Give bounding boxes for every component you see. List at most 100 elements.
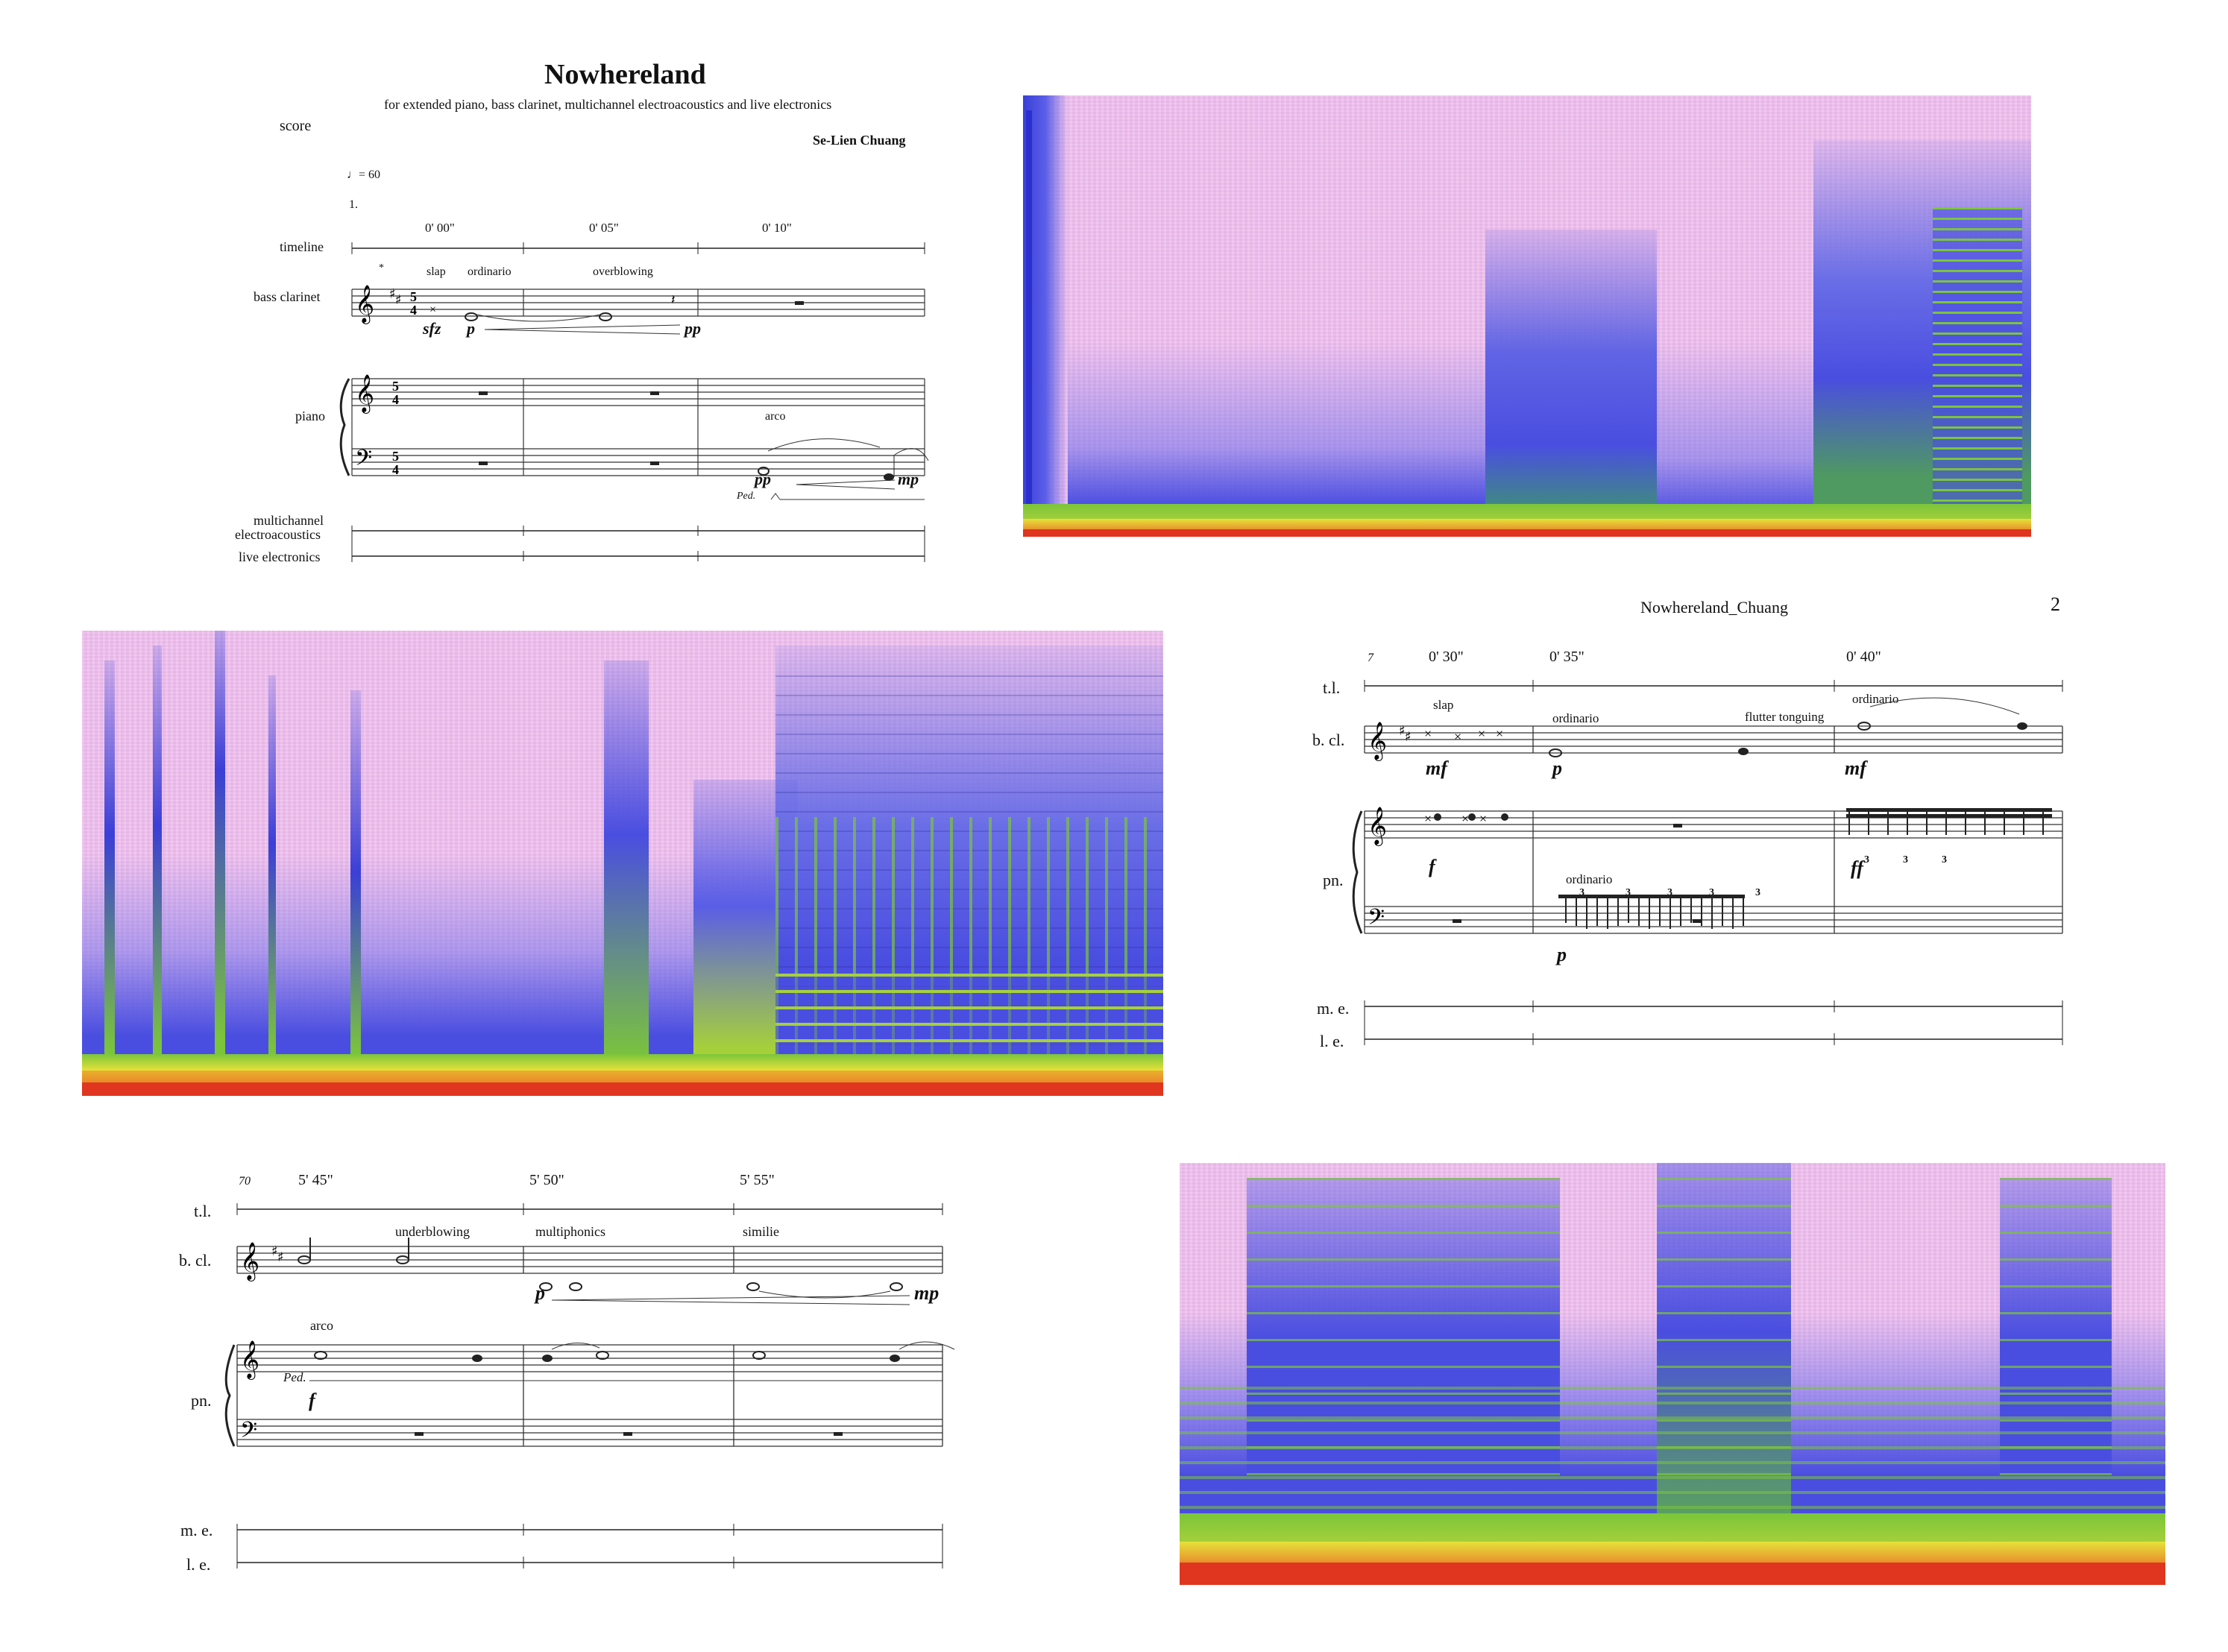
- page2-label-me: m. e.: [1317, 999, 1350, 1018]
- page2-number: 2: [2051, 593, 2060, 615]
- svg-text:𝄢: 𝄢: [355, 446, 372, 476]
- page2-dyn-p-2: p: [1557, 944, 1567, 965]
- technique-ordinario: ordinario: [468, 265, 512, 278]
- dyn-sfz: sfz: [423, 319, 441, 338]
- svg-text:𝄞: 𝄞: [1368, 722, 1387, 761]
- page2-label-le: l. e.: [1320, 1032, 1344, 1050]
- score-page-3: 70 5' 45" 5' 50" 5' 55" t.l. b. cl. pn. …: [179, 1163, 984, 1580]
- score-page-1: Nowhereland for extended piano, bass cla…: [224, 52, 954, 574]
- svg-text:𝄞: 𝄞: [240, 1340, 259, 1380]
- technique-overblowing: overblowing: [593, 265, 653, 278]
- svg-text:×: ×: [1479, 811, 1487, 826]
- page3-dyn-mp: mp: [914, 1282, 940, 1304]
- svg-text:♯: ♯: [277, 1249, 284, 1265]
- page2-label-bcl: b. cl.: [1312, 731, 1345, 749]
- svg-text:𝄞: 𝄞: [1368, 807, 1387, 846]
- label-piano: piano: [295, 409, 325, 423]
- svg-text:5: 5: [392, 379, 399, 394]
- triplet-6: 3: [1864, 854, 1869, 866]
- page3-technique-multiphonics: multiphonics: [535, 1224, 605, 1239]
- svg-text:5: 5: [410, 289, 417, 304]
- svg-text:♯: ♯: [395, 292, 402, 308]
- page2-dyn-p: p: [1552, 757, 1562, 779]
- svg-text:4: 4: [410, 303, 417, 318]
- svg-text:𝄢: 𝄢: [240, 1418, 257, 1448]
- triplet-5: 3: [1755, 887, 1760, 898]
- time-1: 0' 05": [589, 221, 619, 235]
- page2-dyn-f: f: [1429, 856, 1435, 877]
- label-timeline: timeline: [280, 239, 324, 254]
- svg-text:×: ×: [429, 303, 436, 316]
- time-2: 0' 10": [762, 221, 792, 235]
- page3-label-me: m. e.: [180, 1521, 213, 1539]
- page3-measure: 70: [239, 1175, 251, 1188]
- score-title: Nowhereland: [544, 59, 706, 90]
- label-bass-clarinet: bass clarinet: [254, 289, 321, 304]
- svg-text:𝄞: 𝄞: [355, 374, 374, 414]
- page2-dyn-mf-2: mf: [1845, 757, 1866, 779]
- triplet-4: 3: [1709, 887, 1714, 898]
- dyn-pp: pp: [685, 319, 701, 338]
- tempo-mark: ♩= 60: [347, 168, 381, 181]
- page2-label-pn: pn.: [1323, 871, 1344, 889]
- page2-header: Nowhereland_Chuang: [1640, 598, 1788, 617]
- svg-text:×: ×: [1454, 729, 1461, 744]
- page2-label-tl: t.l.: [1323, 678, 1341, 697]
- time-0: 0' 00": [425, 221, 455, 235]
- page3-technique-similie: similie: [743, 1224, 779, 1239]
- label-live: live electronics: [239, 549, 321, 564]
- page2-dyn-mf: mf: [1426, 757, 1447, 779]
- page2-time-1: 0' 35": [1549, 649, 1585, 665]
- triplet-8: 3: [1942, 854, 1947, 866]
- page3-dyn-f: f: [309, 1390, 315, 1411]
- svg-text:×: ×: [1424, 726, 1432, 741]
- page2-time-2: 0' 40": [1846, 649, 1881, 665]
- page3-label-pn: pn.: [191, 1391, 212, 1410]
- page2-notation: 𝄞 ♯ ♯ × × × × 𝄞 𝄢 × × ×: [1352, 680, 2063, 1045]
- spectrogram-2: [82, 631, 1163, 1096]
- triplet-7: 3: [1903, 854, 1908, 866]
- svg-text:♯: ♯: [389, 286, 396, 302]
- page2-dyn-ff: ff: [1851, 857, 1863, 879]
- svg-text:5: 5: [392, 449, 399, 464]
- svg-text:4: 4: [392, 462, 399, 477]
- page3-technique-arco: arco: [310, 1318, 333, 1333]
- triplet-3: 3: [1667, 887, 1672, 898]
- page3-dyn-p: p: [535, 1282, 545, 1304]
- page3-time-2: 5' 55": [740, 1172, 775, 1188]
- svg-text:♯: ♯: [271, 1243, 278, 1259]
- svg-text:×: ×: [1496, 726, 1503, 741]
- svg-text:×: ×: [1478, 726, 1485, 741]
- svg-text:𝄢: 𝄢: [1368, 905, 1385, 936]
- svg-text:𝄞: 𝄞: [355, 285, 374, 324]
- page2-technique-flutter: flutter tonguing: [1745, 710, 1825, 724]
- page3-label-le: l. e.: [186, 1555, 211, 1574]
- svg-text:×: ×: [1461, 811, 1469, 826]
- score-page-2: Nowhereland_Chuang 2 7 0' 30" 0' 35" 0' …: [1312, 589, 2073, 1066]
- dyn-p: p: [467, 319, 475, 338]
- label-me-1: multichannel: [254, 513, 324, 528]
- page3-ped: Ped.: [283, 1370, 306, 1384]
- dyn-mp: mp: [898, 470, 919, 488]
- page3-time-1: 5' 50": [529, 1172, 564, 1188]
- page2-technique-ordinario: ordinario: [1552, 711, 1599, 725]
- svg-text:♯: ♯: [1399, 723, 1406, 739]
- score-label: score: [280, 118, 312, 134]
- page3-notation: 𝄞 ♯ ♯ 𝄞 𝄢: [224, 1203, 955, 1569]
- page3-technique-underblowing: underblowing: [395, 1224, 470, 1239]
- score-subtitle: for extended piano, bass clarinet, multi…: [384, 97, 832, 112]
- page2-time-0: 0' 30": [1429, 649, 1464, 665]
- triplet-2: 3: [1626, 887, 1631, 898]
- page2-technique-slap: slap: [1433, 698, 1454, 712]
- svg-text:♯: ♯: [1405, 729, 1412, 745]
- spectrogram-3: [1180, 1163, 2165, 1585]
- ped-mark: Ped.: [737, 491, 756, 502]
- svg-text:𝄽: 𝄽: [671, 292, 676, 308]
- svg-text:𝄞: 𝄞: [240, 1242, 259, 1281]
- section-number: 1.: [349, 198, 358, 211]
- spectrogram-1: [1023, 95, 2031, 537]
- technique-slap: slap: [427, 265, 446, 278]
- composer: Se-Lien Chuang: [813, 133, 906, 148]
- svg-text:4: 4: [392, 392, 399, 407]
- technique-arco: arco: [765, 410, 786, 423]
